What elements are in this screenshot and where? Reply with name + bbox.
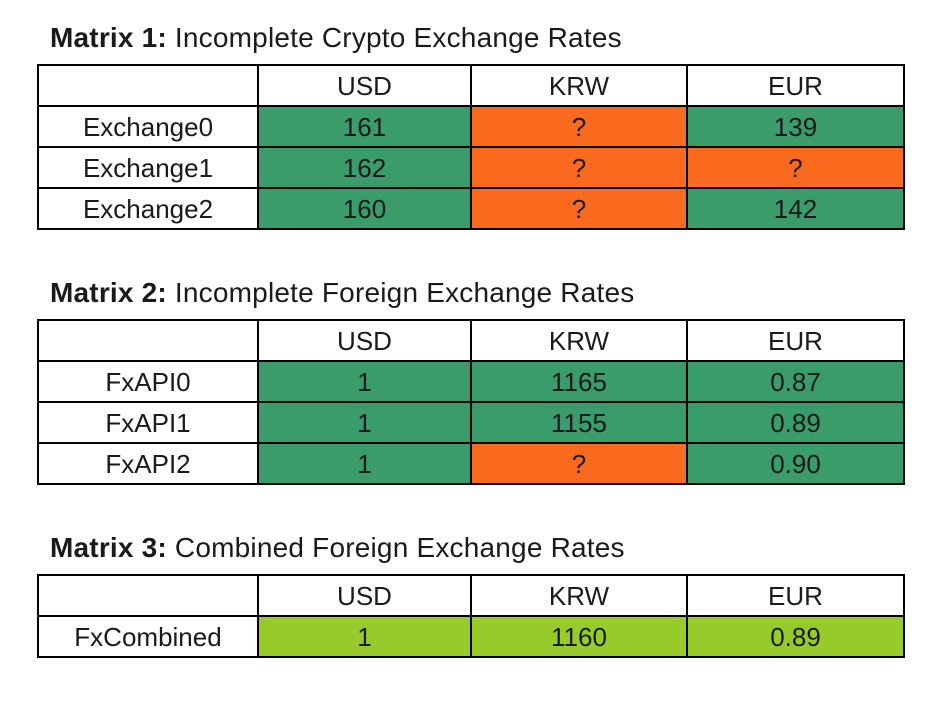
content: Matrix 1: Incomplete Crypto Exchange Rat…: [37, 21, 946, 658]
table-row: Exchange1 162??: [37, 146, 905, 189]
matrix-title-prefix: Matrix 1:: [50, 22, 167, 53]
matrix-1-title: Matrix 1: Incomplete Crypto Exchange Rat…: [50, 21, 946, 54]
header-row: USD KRW EUR: [37, 319, 905, 362]
table-row: FxAPI2 1? 0.90: [37, 442, 905, 485]
column-header-krw: KRW: [470, 64, 688, 107]
rate-cell: 139: [686, 105, 905, 148]
missing-rate-cell: ?: [470, 146, 688, 189]
matrix-title-text: Incomplete Crypto Exchange Rates: [166, 22, 622, 53]
rate-cell: 1: [257, 615, 472, 658]
corner-cell: [37, 574, 259, 617]
column-header-usd: USD: [257, 319, 472, 362]
missing-rate-cell: ?: [686, 146, 905, 189]
matrix-1-table: USD KRW EUR Exchange0 161? 139 Exchange1 162?? E…: [37, 64, 905, 230]
rate-cell: 1: [257, 442, 472, 485]
column-header-eur: EUR: [686, 574, 905, 617]
column-header-usd: USD: [257, 574, 472, 617]
missing-rate-cell: ?: [470, 442, 688, 485]
matrix-title-prefix: Matrix 3:: [50, 532, 167, 563]
column-header-usd: USD: [257, 64, 472, 107]
matrix-3-title: Matrix 3: Combined Foreign Exchange Rate…: [50, 531, 946, 564]
rate-cell: 0.89: [686, 615, 905, 658]
missing-rate-cell: ?: [470, 105, 688, 148]
missing-rate-cell: ?: [470, 187, 688, 230]
header-row: USD KRW EUR: [37, 574, 905, 617]
matrix-1-section: Matrix 1: Incomplete Crypto Exchange Rat…: [37, 21, 946, 230]
rate-cell: 0.89: [686, 401, 905, 444]
rate-cell: 160: [257, 187, 472, 230]
matrix-2-title: Matrix 2: Incomplete Foreign Exchange Ra…: [50, 276, 946, 309]
table-row: Exchange2 160? 142: [37, 187, 905, 230]
column-header-eur: EUR: [686, 319, 905, 362]
table-row: Exchange0 161? 139: [37, 105, 905, 148]
matrix-title-text: Incomplete Foreign Exchange Rates: [166, 277, 635, 308]
rate-cell: 1155: [470, 401, 688, 444]
rate-cell: 0.87: [686, 360, 905, 403]
rate-cell: 161: [257, 105, 472, 148]
rate-cell: 162: [257, 146, 472, 189]
rate-cell: 1160: [470, 615, 688, 658]
corner-cell: [37, 319, 259, 362]
column-header-eur: EUR: [686, 64, 905, 107]
row-label: FxAPI2: [37, 442, 259, 485]
rate-cell: 142: [686, 187, 905, 230]
row-label: Exchange2: [37, 187, 259, 230]
table-row: FxAPI0 1 1165 0.87: [37, 360, 905, 403]
row-label: Exchange0: [37, 105, 259, 148]
matrix-3-section: Matrix 3: Combined Foreign Exchange Rate…: [37, 531, 946, 658]
row-label: Exchange1: [37, 146, 259, 189]
column-header-krw: KRW: [470, 574, 688, 617]
table-row: FxCombined 1 1160 0.89: [37, 615, 905, 658]
header-row: USD KRW EUR: [37, 64, 905, 107]
row-label: FxAPI0: [37, 360, 259, 403]
corner-cell: [37, 64, 259, 107]
row-label: FxAPI1: [37, 401, 259, 444]
matrix-title-prefix: Matrix 2:: [50, 277, 167, 308]
row-label: FxCombined: [37, 615, 259, 658]
rate-cell: 1: [257, 401, 472, 444]
column-header-krw: KRW: [470, 319, 688, 362]
matrix-title-text: Combined Foreign Exchange Rates: [166, 532, 625, 563]
rate-cell: 0.90: [686, 442, 905, 485]
rate-cell: 1165: [470, 360, 688, 403]
matrix-2-section: Matrix 2: Incomplete Foreign Exchange Ra…: [37, 276, 946, 485]
table-row: FxAPI1 1 1155 0.89: [37, 401, 905, 444]
rate-cell: 1: [257, 360, 472, 403]
matrix-3-table: USD KRW EUR FxCombined 1 1160 0.89: [37, 574, 905, 658]
matrix-2-table: USD KRW EUR FxAPI0 1 1165 0.87 FxAPI1 1 1155 0.89 F…: [37, 319, 905, 485]
